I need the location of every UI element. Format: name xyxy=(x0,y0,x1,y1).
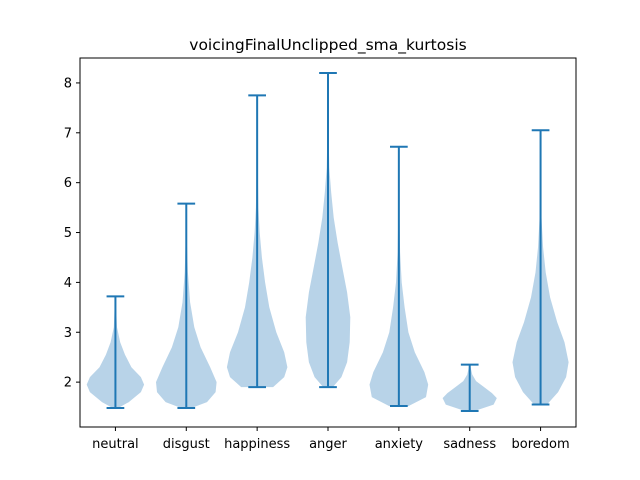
y-tick-label: 2 xyxy=(64,376,72,391)
y-tick-label: 4 xyxy=(64,276,72,291)
y-tick-label: 6 xyxy=(64,176,72,191)
plot-frame xyxy=(79,57,577,428)
x-tick-label-happiness: happiness xyxy=(224,437,290,452)
x-tick-label-anger: anger xyxy=(309,437,347,452)
x-tick-label-anxiety: anxiety xyxy=(375,437,424,452)
violin-layer xyxy=(86,71,569,413)
x-tick-label-disgust: disgust xyxy=(163,437,210,452)
x-tick-label-sadness: sadness xyxy=(443,437,496,452)
y-tick-label: 5 xyxy=(64,226,72,241)
x-tick-label-boredom: boredom xyxy=(512,437,570,452)
y-tick-label: 8 xyxy=(64,76,72,91)
y-axis: 2 3 4 5 6 7 8 xyxy=(64,76,80,391)
chart-title: voicingFinalUnclipped_sma_kurtosis xyxy=(189,36,466,55)
x-axis: neutral disgust happiness anger anxiety sadne… xyxy=(92,427,570,452)
y-tick-label: 3 xyxy=(64,326,72,341)
y-tick-label: 7 xyxy=(64,126,72,141)
x-tick-label-neutral: neutral xyxy=(92,437,139,452)
